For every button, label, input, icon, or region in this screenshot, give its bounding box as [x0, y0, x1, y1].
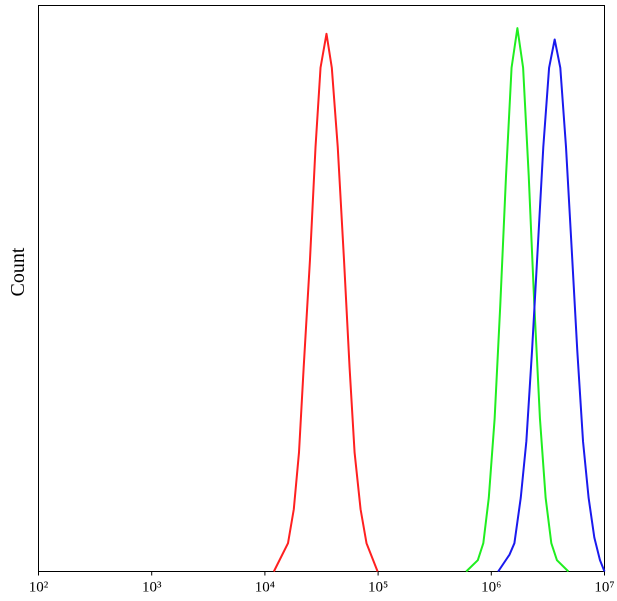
- x-tick-label: 10³: [142, 580, 162, 596]
- x-tick-label: 10⁵: [368, 580, 388, 596]
- x-tick-label: 10⁴: [255, 580, 275, 596]
- y-axis-label: Count: [7, 247, 29, 296]
- histogram-line: [272, 32, 379, 572]
- histogram-line: [497, 38, 606, 573]
- x-tick-label: 10²: [29, 580, 49, 596]
- x-tick-label: 10⁷: [594, 580, 614, 596]
- x-tick-label: 10⁶: [481, 580, 501, 596]
- plot-frame: [38, 5, 605, 572]
- histogram-line: [465, 27, 570, 573]
